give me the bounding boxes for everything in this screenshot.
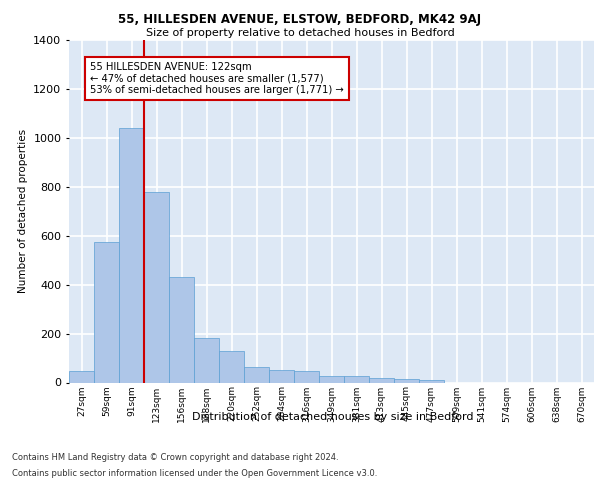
Bar [144, 192, 169, 382]
Bar [419, 380, 444, 382]
Text: 55, HILLESDEN AVENUE, ELSTOW, BEDFORD, MK42 9AJ: 55, HILLESDEN AVENUE, ELSTOW, BEDFORD, M… [118, 12, 482, 26]
Bar [219, 350, 244, 382]
Bar [119, 128, 144, 382]
Bar [294, 372, 319, 382]
Bar [369, 378, 394, 382]
Text: Contains public sector information licensed under the Open Government Licence v3: Contains public sector information licen… [12, 468, 377, 477]
Text: Distribution of detached houses by size in Bedford: Distribution of detached houses by size … [192, 412, 474, 422]
Bar [319, 376, 344, 382]
Text: 55 HILLESDEN AVENUE: 122sqm
← 47% of detached houses are smaller (1,577)
53% of : 55 HILLESDEN AVENUE: 122sqm ← 47% of det… [90, 62, 344, 95]
Bar [244, 366, 269, 382]
Bar [94, 242, 119, 382]
Bar [69, 372, 94, 382]
Bar [344, 376, 369, 382]
Bar [394, 379, 419, 382]
Text: Size of property relative to detached houses in Bedford: Size of property relative to detached ho… [146, 28, 454, 38]
Bar [269, 370, 294, 382]
Bar [169, 278, 194, 382]
Bar [194, 338, 219, 382]
Y-axis label: Number of detached properties: Number of detached properties [17, 129, 28, 294]
Text: Contains HM Land Registry data © Crown copyright and database right 2024.: Contains HM Land Registry data © Crown c… [12, 454, 338, 462]
